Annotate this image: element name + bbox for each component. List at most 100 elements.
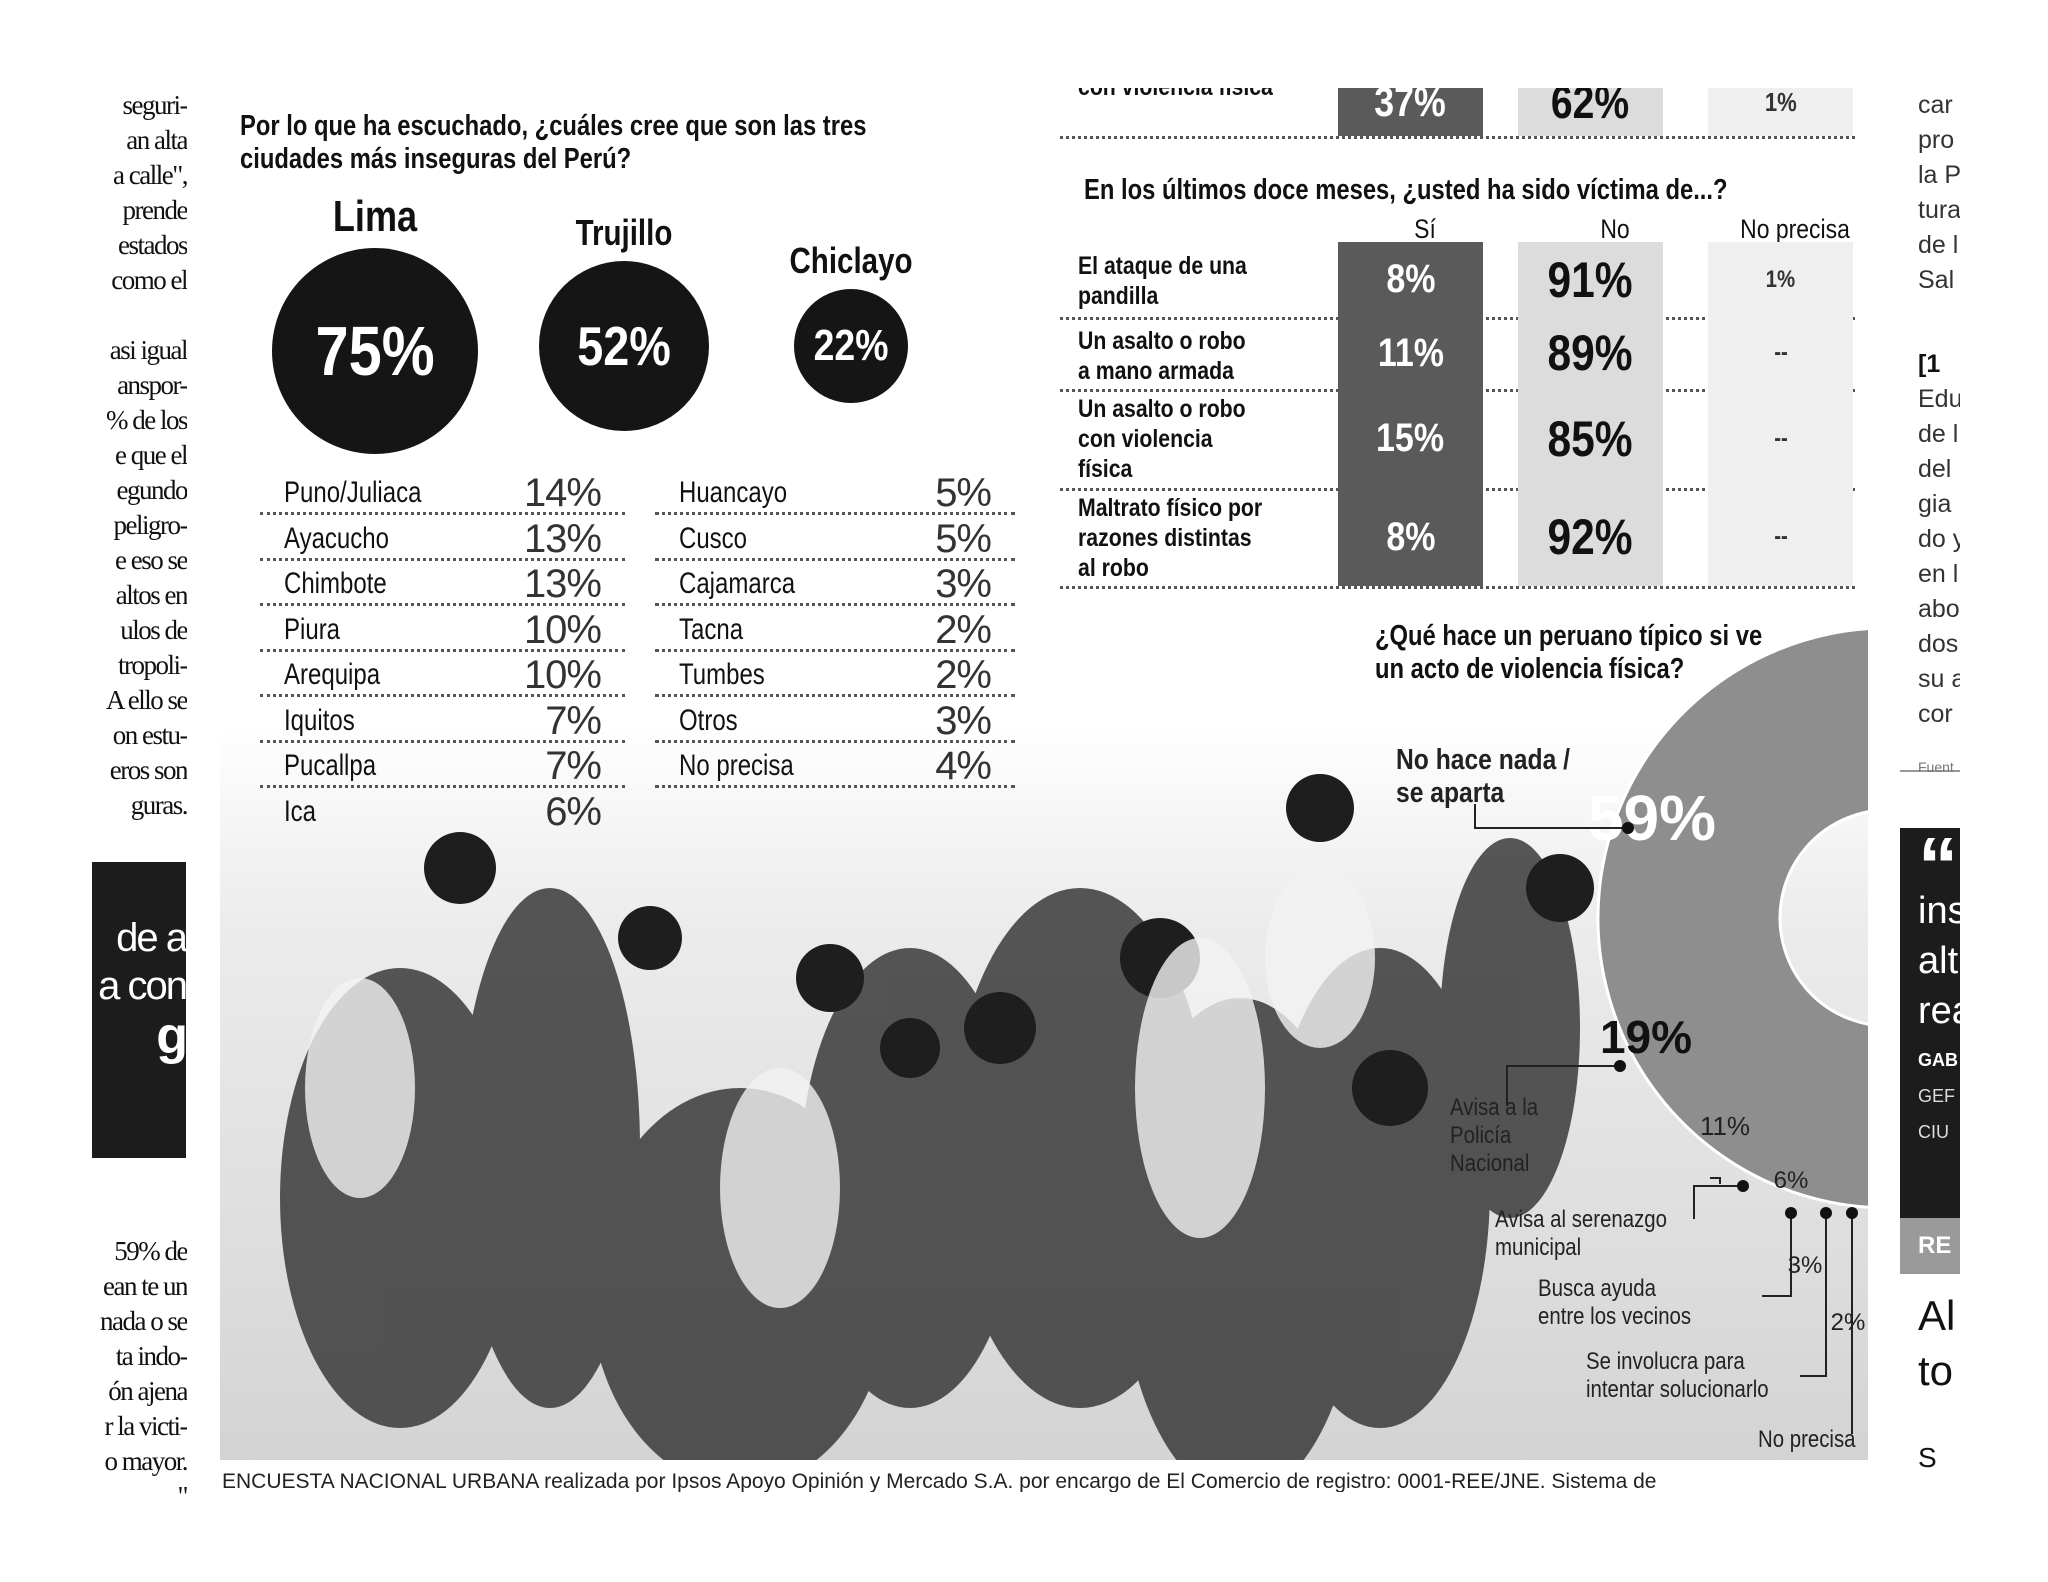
left-box-line: de a	[116, 916, 186, 960]
pie-slice	[1596, 627, 1868, 1209]
left-column-bottom-line: nada o se	[100, 1306, 187, 1336]
pie-leader-line	[1710, 1177, 1721, 1184]
right-column-line: car	[1918, 91, 1953, 119]
victim-cell-si: 8%	[1338, 488, 1483, 586]
top-city-circle: 22%	[794, 289, 908, 403]
left-column-line: asi igual	[109, 335, 187, 365]
victim-row: El ataque de una pandilla 8% 91% 1%	[1060, 242, 1855, 320]
left-column-line: guras.	[130, 790, 187, 820]
victim-row: Un asalto o robo con violencia física 15%…	[1060, 389, 1855, 491]
col-head-no: No	[1600, 214, 1630, 244]
right-quote-box: “ins alt rea GAB GEF CIU	[1900, 821, 1960, 1244]
left-column-line: altos en	[115, 580, 187, 610]
quote-credit: GAB	[1918, 1050, 1958, 1070]
pie-value-label: 11%	[1700, 1111, 1750, 1141]
city-row: Huancayo 5%	[655, 468, 1015, 515]
city-pct: 3%	[935, 698, 992, 743]
city-pct: 7%	[545, 744, 602, 788]
pie-label-no-precisa: No precisa	[1758, 1426, 1856, 1453]
city-name: Cusco	[679, 521, 748, 555]
related-header-label: RE	[1918, 1232, 1952, 1259]
left-column-bottom-line: r la victi-	[104, 1411, 187, 1441]
right-column-line: do y	[1918, 525, 1960, 553]
pie-question: ¿Qué hace un peruano típico si ve un act…	[1375, 620, 1769, 686]
city-name: Arequipa	[284, 658, 381, 691]
top-city-pct: 75%	[315, 312, 435, 390]
city-row: Iquitos 7%	[260, 696, 625, 743]
right-column-line: Edu	[1918, 385, 1960, 413]
right-column-line: su a	[1918, 665, 1960, 693]
city-name: Huancayo	[679, 476, 788, 509]
left-column-line: e que el	[115, 440, 187, 470]
victim-cell-value: --	[1773, 424, 1788, 452]
left-column-line: on estu-	[112, 720, 187, 750]
city-row: Chimbote 13%	[260, 559, 625, 606]
left-column-bottom-line: "	[177, 1479, 187, 1494]
left-column-line: egundo	[116, 475, 187, 505]
left-column-line: A ello se	[106, 685, 187, 715]
victim-cell-no: 92%	[1518, 488, 1663, 586]
left-box-line: a con	[98, 964, 186, 1008]
city-pct: 2%	[935, 653, 992, 697]
top-city-circle: 75%	[272, 248, 478, 454]
victim-row-label: Maltrato físico por razones distintas al…	[1078, 494, 1263, 582]
left-text-column: seguri-an alta a calle", prende estados como…	[92, 88, 187, 1488]
left-column-line: prende	[122, 195, 187, 225]
pie-label-serenazgo: Avisa al serenazgo municipal	[1495, 1206, 1668, 1261]
city-pct: 13%	[523, 516, 602, 561]
victim-cell-value: 8%	[1385, 514, 1436, 559]
city-row: Cajamarca 3%	[655, 559, 1015, 606]
victim-cell-np: 1%	[1708, 242, 1853, 317]
related-bottom-label: S	[1918, 1442, 1937, 1473]
victim-row-label: con violencia física	[1078, 88, 1282, 102]
right-column-line: de l	[1918, 231, 1959, 259]
victim-cell-si: 37%	[1338, 88, 1483, 136]
related-title-line: to	[1918, 1347, 1954, 1394]
victim-cell-value: 85%	[1547, 410, 1634, 467]
city-pct: 6%	[545, 789, 602, 834]
city-name: Chimbote	[284, 567, 387, 600]
top-city-circle: 52%	[539, 261, 709, 431]
quote-mark: “	[1918, 821, 1958, 910]
pie-label-policia: Avisa a la Policía Nacional	[1450, 1094, 1539, 1177]
left-text-column-bottom: 59% de ean te un nada o se ta indo-ón ajena…	[92, 1234, 187, 1494]
city-name: Otros	[679, 703, 738, 737]
city-row: Ayacucho 13%	[260, 514, 625, 561]
left-column-line: ulos de	[120, 615, 187, 645]
victim-cell-si: 15%	[1338, 389, 1483, 488]
victim-cell-np: 1%	[1708, 88, 1853, 136]
pie-leader-dot	[1737, 1180, 1749, 1192]
city-row: Otros 3%	[655, 696, 1015, 743]
right-column-line: dos	[1918, 630, 1959, 658]
pie-label-vecinos: Busca ayuda entre los vecinos	[1538, 1275, 1692, 1330]
top-city-name: Trujillo	[575, 212, 673, 253]
pie-value-label: 2%	[1831, 1309, 1866, 1336]
city-row: Tumbes 2%	[655, 650, 1015, 697]
left-column-line: e eso se	[115, 545, 187, 575]
city-name: Iquitos	[284, 703, 355, 737]
victim-cell-no: 85%	[1518, 389, 1663, 488]
city-row: Arequipa 10%	[260, 650, 625, 697]
right-column-line: Sal	[1918, 266, 1955, 294]
victim-cell-np: --	[1708, 389, 1853, 488]
pie-leader-line	[1506, 1065, 1620, 1106]
city-name: Puno/Juliaca	[284, 476, 422, 509]
related-header: RE	[1900, 1218, 1960, 1274]
quote-line: rea	[1918, 990, 1960, 1032]
left-column-line: peligro-	[113, 510, 187, 540]
left-column-line: seguri-	[122, 90, 187, 120]
city-row: Ica 6%	[260, 787, 625, 834]
right-column-line: del	[1918, 455, 1952, 483]
victim-row-label: Un asalto o robo con violencia física	[1078, 395, 1246, 483]
victim-cell-no: 62%	[1518, 88, 1663, 136]
left-column-line: an alta	[126, 125, 187, 155]
city-name: Ica	[284, 794, 317, 828]
pie-value-label: 19%	[1600, 1011, 1692, 1063]
city-pct: 13%	[523, 562, 602, 606]
pie-leader-line	[1762, 1213, 1792, 1297]
left-column-bottom-line: ta indo-	[115, 1341, 187, 1371]
quote-credit: GEF	[1918, 1086, 1956, 1106]
pie-chart: 59% 19% 11% 6% 3% 2%	[1474, 627, 1868, 1434]
right-column-line: cor	[1918, 700, 1953, 728]
